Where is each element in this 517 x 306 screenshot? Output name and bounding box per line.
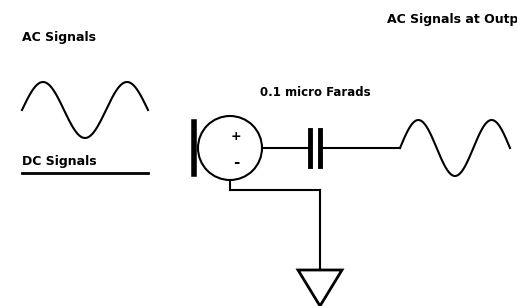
Text: AC Signals at Output: AC Signals at Output — [387, 13, 517, 27]
Polygon shape — [298, 270, 342, 306]
Text: DC Signals: DC Signals — [22, 155, 97, 169]
Text: +: + — [231, 129, 241, 143]
Text: -: - — [233, 155, 239, 170]
Text: AC Signals: AC Signals — [22, 32, 96, 44]
Text: 0.1 micro Farads: 0.1 micro Farads — [260, 87, 370, 99]
